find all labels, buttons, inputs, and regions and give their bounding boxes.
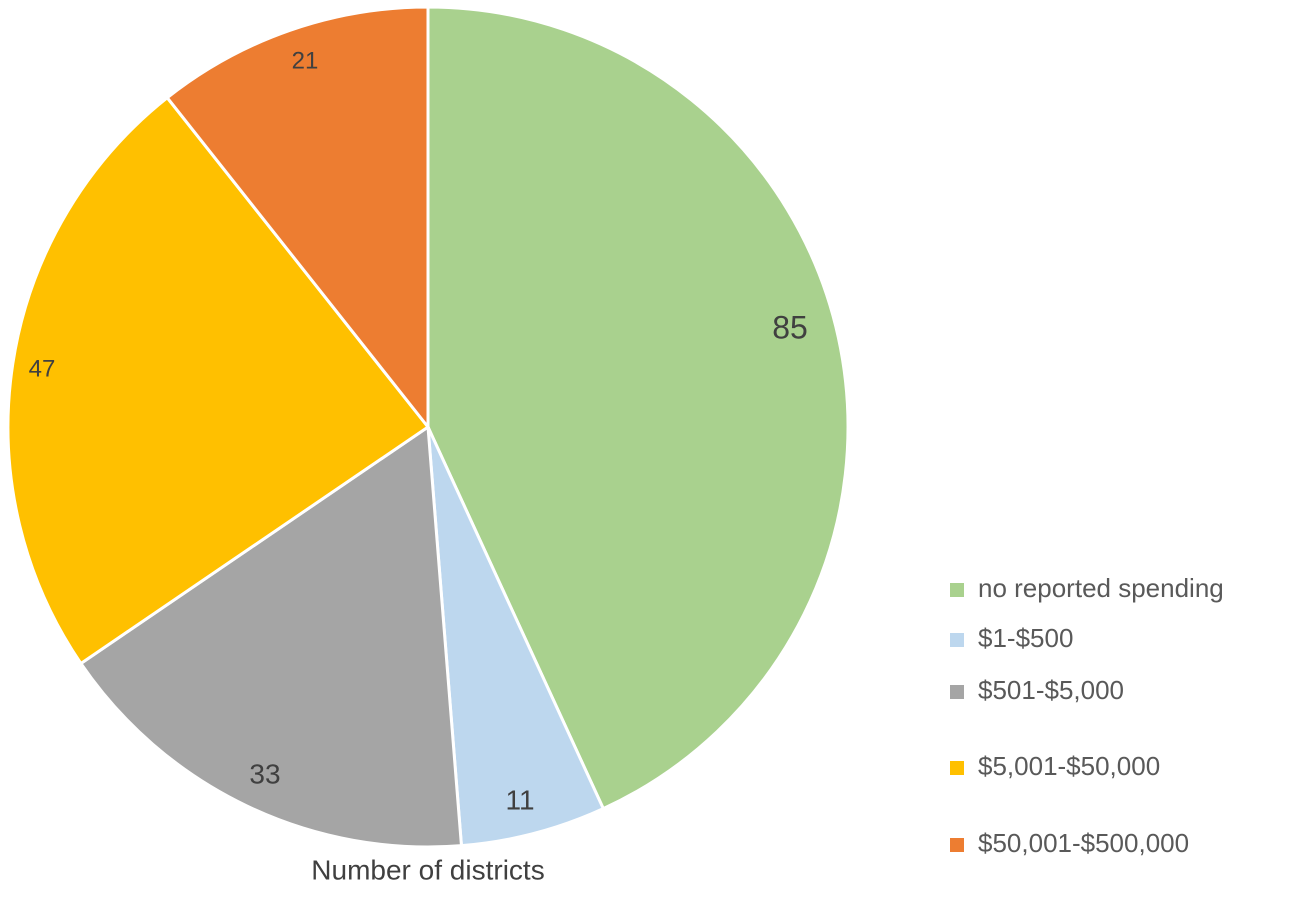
legend-swatch [950, 583, 964, 597]
data-label: 85 [772, 309, 808, 345]
legend-text: $501-$5,000 [978, 675, 1124, 705]
legend-swatch [950, 685, 964, 699]
pie-slice [426, 426, 606, 848]
chart-title: Number of districts [311, 854, 544, 885]
pie-slice [165, 5, 430, 432]
legend-swatch [950, 633, 964, 647]
pie-slice [426, 5, 850, 811]
legend-text: $50,001-$500,000 [978, 828, 1189, 858]
pie-slice [78, 424, 464, 849]
legend-text: $5,001-$50,000 [978, 751, 1160, 781]
data-label: 21 [292, 47, 319, 74]
data-label: 33 [249, 758, 280, 789]
data-label: 47 [29, 355, 56, 382]
legend-swatch [950, 761, 964, 775]
data-label: 11 [505, 784, 534, 815]
pie-slice [6, 95, 431, 666]
legend-text: no reported spending [978, 573, 1224, 603]
legend-text: $1-$500 [978, 623, 1073, 653]
legend-swatch [950, 838, 964, 852]
